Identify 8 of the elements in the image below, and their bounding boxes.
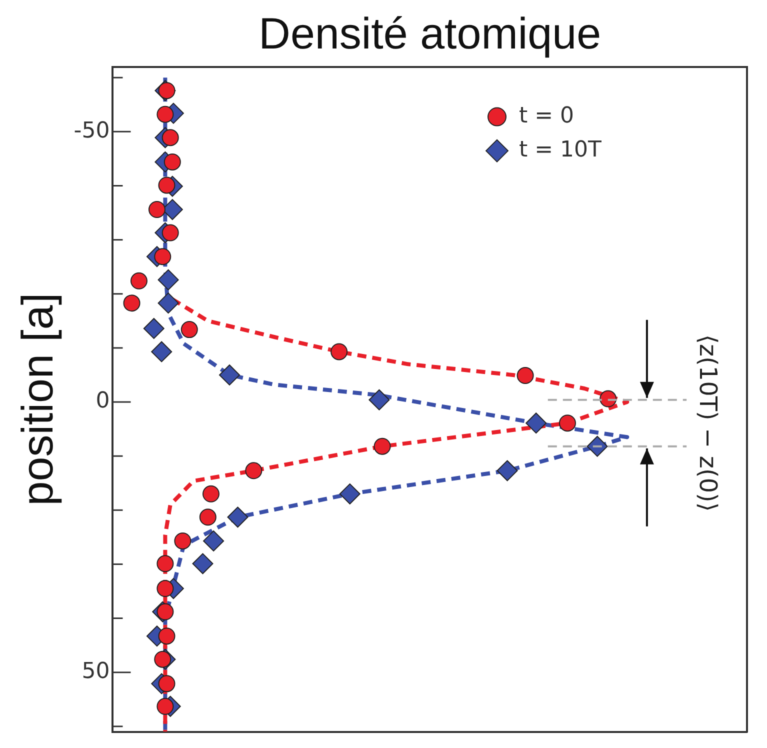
y-axis-title: position [a]: [14, 292, 63, 506]
legend-label: t = 10T: [519, 138, 602, 163]
text: ⟨z(10T) − z(0)⟩: [694, 334, 722, 512]
y-tick-label: 50: [82, 659, 110, 684]
x-axis-title: Densité atomique: [258, 10, 602, 59]
y-tick-label: 0: [96, 388, 110, 414]
y-tick-label: -50: [74, 118, 110, 144]
legend-label: t = 0: [519, 104, 574, 129]
